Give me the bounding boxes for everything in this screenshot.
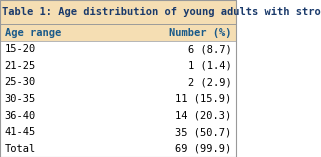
Text: Age range: Age range (5, 28, 61, 38)
Text: 25-30: 25-30 (5, 77, 36, 87)
Text: Table 1: Age distribution of young adults with stroke: Table 1: Age distribution of young adult… (2, 7, 321, 17)
Text: 21-25: 21-25 (5, 61, 36, 71)
FancyBboxPatch shape (0, 124, 236, 140)
Text: Number (%): Number (%) (169, 28, 231, 38)
FancyBboxPatch shape (0, 57, 236, 74)
Text: 41-45: 41-45 (5, 127, 36, 137)
Text: 11 (15.9): 11 (15.9) (175, 94, 231, 104)
Text: 14 (20.3): 14 (20.3) (175, 111, 231, 121)
Text: 1 (1.4): 1 (1.4) (187, 61, 231, 71)
FancyBboxPatch shape (0, 107, 236, 124)
Text: 36-40: 36-40 (5, 111, 36, 121)
Text: 2 (2.9): 2 (2.9) (187, 77, 231, 87)
Text: 35 (50.7): 35 (50.7) (175, 127, 231, 137)
FancyBboxPatch shape (0, 74, 236, 91)
Text: 30-35: 30-35 (5, 94, 36, 104)
FancyBboxPatch shape (0, 41, 236, 57)
FancyBboxPatch shape (0, 0, 236, 24)
FancyBboxPatch shape (0, 140, 236, 157)
Text: Total: Total (5, 144, 36, 154)
FancyBboxPatch shape (0, 91, 236, 107)
Text: 6 (8.7): 6 (8.7) (187, 44, 231, 54)
Text: 69 (99.9): 69 (99.9) (175, 144, 231, 154)
Text: 15-20: 15-20 (5, 44, 36, 54)
FancyBboxPatch shape (0, 24, 236, 41)
